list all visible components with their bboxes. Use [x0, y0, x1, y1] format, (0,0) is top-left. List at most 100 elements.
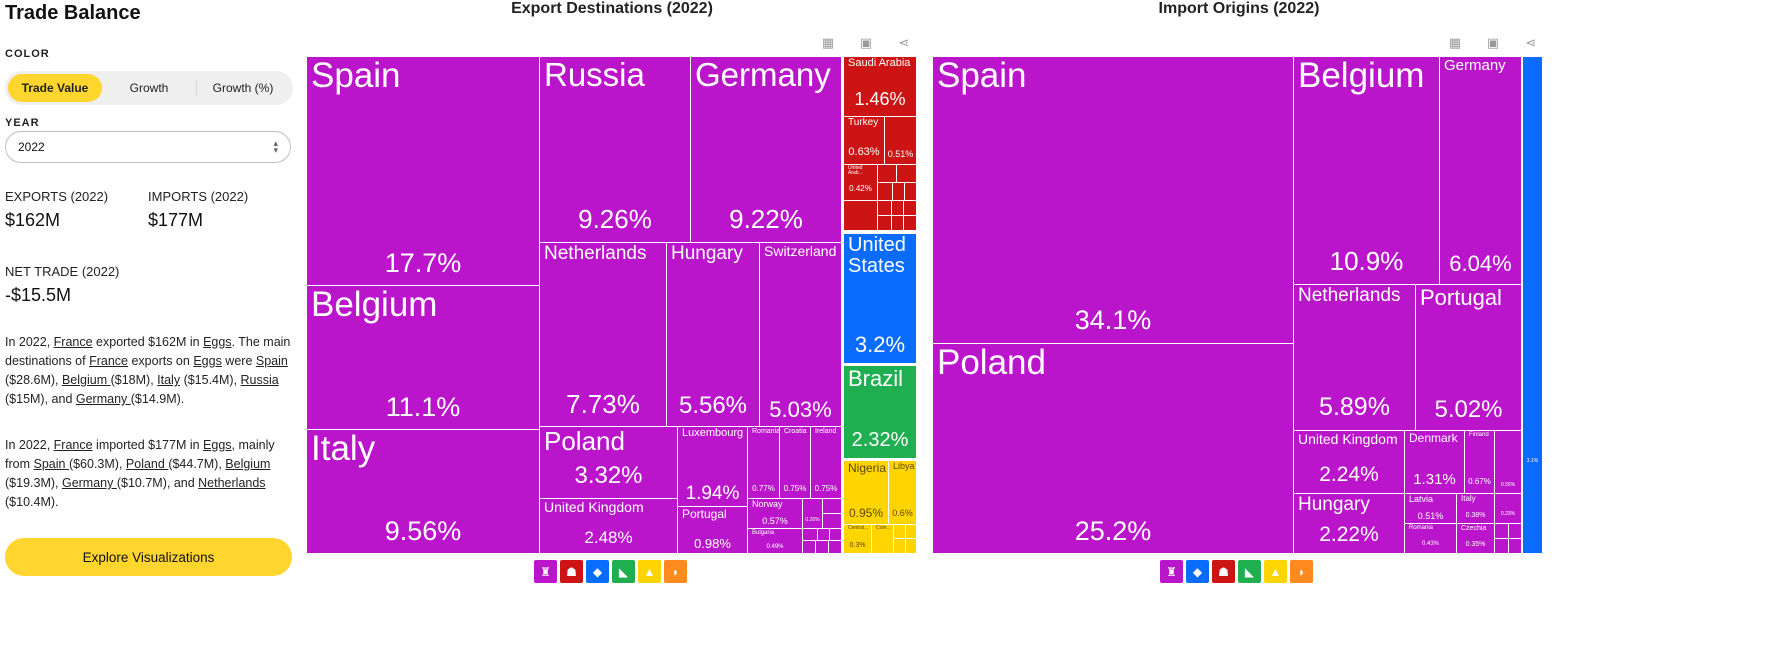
color-option-growth[interactable]: Growth — [129, 81, 169, 95]
summary-link[interactable]: Eggs — [193, 354, 222, 368]
treemap-cell-minor[interactable] — [1495, 524, 1509, 539]
treemap-cell-czechia[interactable]: Czechia 0.35% — [1457, 524, 1495, 554]
summary-link[interactable]: Poland — [125, 457, 169, 471]
treemap-cell-minor[interactable] — [803, 529, 818, 541]
treemap-cell-united-kingdom[interactable]: United Kingdom 2.24% — [1294, 431, 1405, 494]
region-europe-icon[interactable]: ♜ — [1160, 560, 1183, 583]
treemap-cell-minor[interactable] — [897, 165, 917, 183]
treemap-cell-italy[interactable]: Italy 0.38% — [1457, 494, 1495, 524]
treemap-cell-brazil[interactable]: Brazil 2.32% — [844, 366, 917, 459]
summary-link[interactable]: Eggs — [203, 438, 232, 452]
treemap-cell-minor[interactable]: 3.1% — [1523, 57, 1543, 554]
region-north-america-icon[interactable]: ◆ — [1186, 560, 1209, 583]
treemap-cell-hungary[interactable]: Hungary 2.22% — [1294, 494, 1405, 554]
treemap-cell-poland[interactable]: Poland 3.32% — [540, 427, 678, 499]
treemap-cell-minor[interactable] — [878, 216, 892, 231]
region-asia-icon[interactable]: ☗ — [1212, 560, 1235, 583]
treemap-cell-minor[interactable] — [803, 541, 816, 554]
share-icon[interactable]: ⋖ — [1525, 35, 1537, 50]
treemap-cell-denmark[interactable]: Denmark 1.31% — [1405, 431, 1465, 494]
year-select[interactable]: 2022 ▴ ▾ — [5, 131, 291, 163]
treemap-cell-minor[interactable] — [894, 539, 906, 554]
treemap-cell-romania[interactable]: Romania 0.43% — [1405, 524, 1457, 554]
summary-link[interactable]: Netherlands — [198, 476, 266, 490]
treemap-cell-bulgaria[interactable]: Bulgaria 0.49% — [748, 529, 803, 554]
treemap-cell-minor[interactable] — [906, 539, 917, 554]
summary-link[interactable]: France — [53, 438, 93, 452]
treemap-cell-minor[interactable] — [1509, 539, 1522, 554]
region-asia-icon[interactable]: ☗ — [560, 560, 583, 583]
region-south-america-icon[interactable]: ◣ — [612, 560, 635, 583]
treemap-cell-minor[interactable] — [829, 541, 842, 554]
treemap-cell-minor[interactable]: 0.23% — [1495, 494, 1522, 524]
summary-link[interactable]: Spain — [255, 354, 288, 368]
summary-link[interactable]: Eggs — [203, 335, 232, 349]
treemap-cell-ireland[interactable]: Ireland 0.75% — [811, 427, 842, 499]
treemap-cell-minor[interactable] — [823, 514, 842, 529]
treemap-cell-minor[interactable] — [905, 183, 917, 201]
treemap-cell-minor[interactable] — [1495, 539, 1509, 554]
treemap-cell-minor[interactable]: 0.26% — [803, 499, 823, 529]
treemap-cell-italy[interactable]: Italy 9.56% — [307, 430, 540, 554]
treemap-cell-minor[interactable] — [816, 541, 829, 554]
region-south-america-icon[interactable]: ◣ — [1238, 560, 1261, 583]
treemap-cell-romania[interactable]: Romania 0.77% — [748, 427, 780, 499]
treemap-cell-minor[interactable] — [844, 201, 878, 231]
treemap-cell-minor[interactable] — [818, 529, 830, 541]
treemap-cell-united-states[interactable]: United States 3.2% — [844, 234, 917, 364]
table-icon[interactable]: ▦ — [1448, 35, 1462, 50]
treemap-cell-switzerland[interactable]: Switzerland 5.03% — [760, 243, 842, 427]
treemap-cell-minor[interactable] — [878, 183, 893, 201]
treemap-cell-central[interactable]: Central... 0.3% — [844, 525, 872, 554]
treemap-cell-minor[interactable] — [878, 165, 897, 183]
region-oceania-icon[interactable]: ◗ — [1290, 560, 1313, 583]
color-option-growth-pct[interactable]: Growth (%) — [196, 74, 290, 102]
summary-link[interactable]: Belgium — [225, 457, 271, 471]
treemap-cell-nigeria[interactable]: Nigeria 0.95% — [844, 461, 889, 525]
image-icon[interactable]: ▣ — [859, 35, 873, 50]
treemap-cell-minor[interactable] — [892, 201, 904, 216]
share-icon[interactable]: ⋖ — [898, 35, 910, 50]
treemap-cell-minor[interactable] — [823, 499, 842, 514]
region-europe-icon[interactable]: ♜ — [534, 560, 557, 583]
explore-visualizations-button[interactable]: Explore Visualizations — [5, 538, 292, 576]
treemap-cell-belgium[interactable]: Belgium 11.1% — [307, 286, 540, 430]
summary-link[interactable]: France — [53, 335, 93, 349]
treemap-cell-spain[interactable]: Spain 17.7% — [307, 57, 540, 286]
treemap-cell-minor[interactable] — [830, 529, 842, 541]
treemap-cell-united-arab[interactable]: United Arab... 0.42% — [844, 165, 878, 201]
treemap-cell-finland[interactable]: Finland 0.67% — [1465, 431, 1495, 494]
treemap-cell-hungary[interactable]: Hungary 5.56% — [667, 243, 760, 427]
treemap-cell-minor[interactable]: 0.51% — [885, 117, 917, 165]
treemap-cell-croatia[interactable]: Croatia 0.75% — [780, 427, 811, 499]
treemap-cell-netherlands[interactable]: Netherlands 5.89% — [1294, 285, 1416, 431]
summary-link[interactable]: France — [89, 354, 128, 368]
treemap-cell-cote[interactable]: Cote... — [872, 525, 894, 554]
region-north-america-icon[interactable]: ◆ — [586, 560, 609, 583]
treemap-cell-russia[interactable]: Russia 9.26% — [540, 57, 691, 243]
treemap-cell-portugal[interactable]: Portugal 5.02% — [1416, 285, 1522, 431]
treemap-cell-luxembourg[interactable]: Luxembourg 1.94% — [678, 427, 748, 507]
summary-link[interactable]: Russia — [240, 373, 279, 387]
treemap-cell-minor[interactable] — [878, 201, 892, 216]
treemap-cell-germany[interactable]: Germany 9.22% — [691, 57, 842, 243]
treemap-cell-united-kingdom[interactable]: United Kingdom 2.48% — [540, 499, 678, 554]
treemap-cell-saudi-arabia[interactable]: Saudi Arabia 1.46% — [844, 57, 917, 117]
treemap-cell-minor[interactable] — [893, 183, 905, 201]
treemap-cell-minor[interactable] — [1509, 524, 1522, 539]
treemap-cell-norway[interactable]: Norway 0.57% — [748, 499, 803, 529]
summary-link[interactable]: Germany — [61, 476, 117, 490]
treemap-cell-minor[interactable]: 0.55% — [1495, 431, 1522, 494]
table-icon[interactable]: ▦ — [821, 35, 835, 50]
image-icon[interactable]: ▣ — [1486, 35, 1500, 50]
treemap-cell-minor[interactable] — [906, 525, 917, 539]
summary-link[interactable]: Italy — [157, 373, 181, 387]
treemap-cell-turkey[interactable]: Turkey 0.63% — [844, 117, 885, 165]
treemap-cell-minor[interactable] — [894, 525, 906, 539]
treemap-cell-latvia[interactable]: Latvia 0.51% — [1405, 494, 1457, 524]
summary-link[interactable]: Belgium — [61, 373, 111, 387]
treemap-cell-spain[interactable]: Spain 34.1% — [933, 57, 1294, 344]
summary-link[interactable]: Spain — [33, 457, 69, 471]
treemap-cell-netherlands[interactable]: Netherlands 7.73% — [540, 243, 667, 427]
treemap-cell-germany[interactable]: Germany 6.04% — [1440, 57, 1522, 285]
